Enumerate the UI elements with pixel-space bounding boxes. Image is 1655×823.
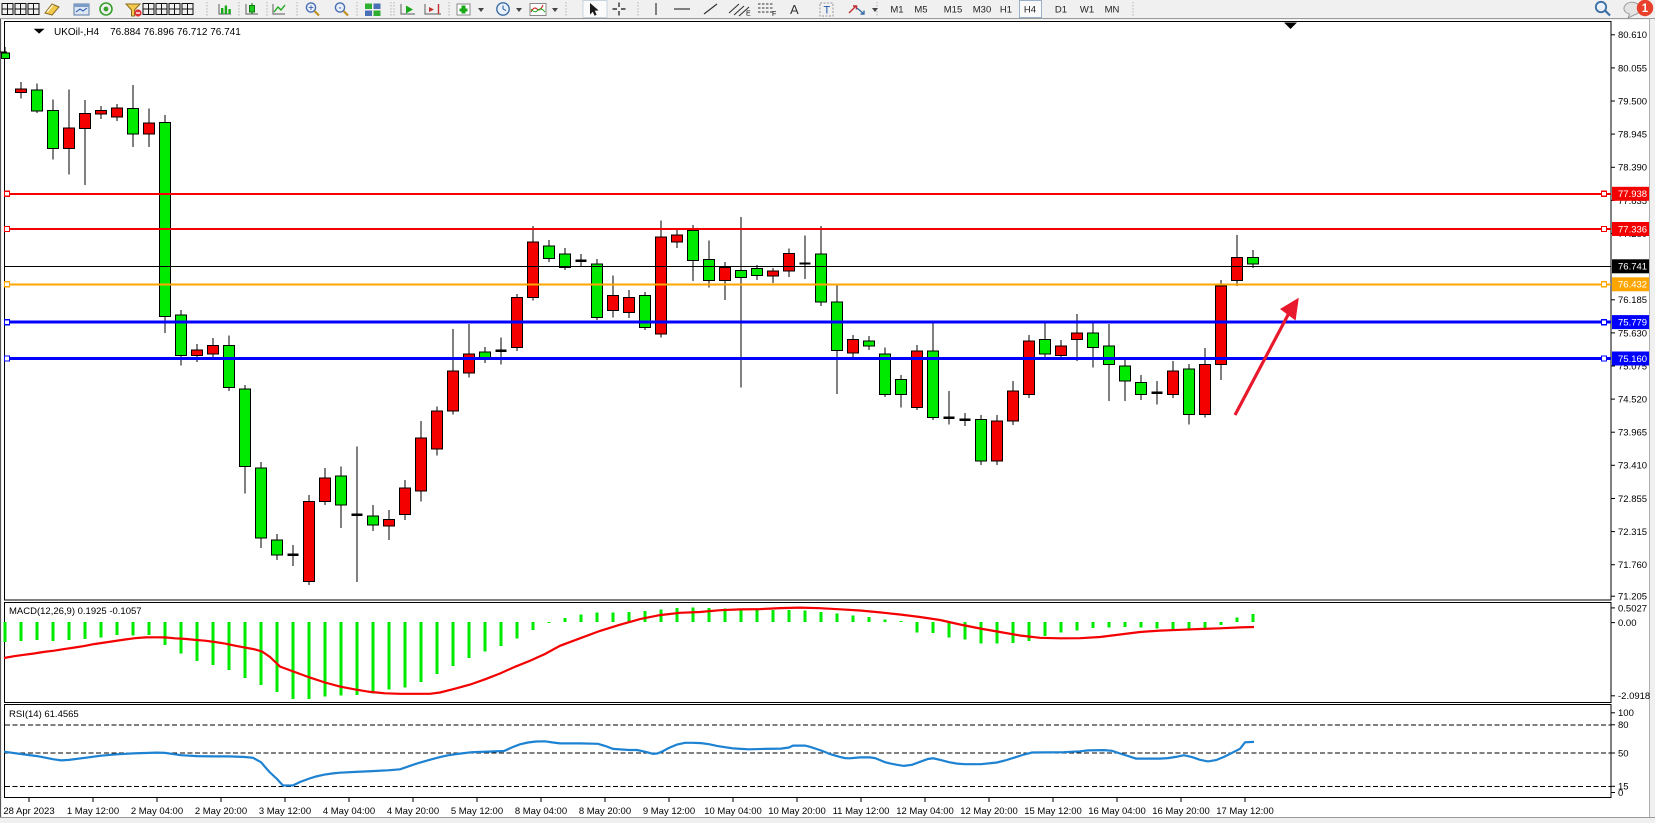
svg-text:78.390: 78.390 bbox=[1618, 163, 1647, 174]
svg-text:80.055: 80.055 bbox=[1618, 63, 1647, 74]
svg-text:W1: W1 bbox=[1080, 5, 1094, 16]
svg-text:100: 100 bbox=[1618, 708, 1634, 719]
svg-text:17 May 12:00: 17 May 12:00 bbox=[1216, 806, 1274, 817]
svg-text:0.5027: 0.5027 bbox=[1618, 603, 1647, 614]
svg-text:75.075: 75.075 bbox=[1618, 361, 1647, 372]
svg-text:28 Apr 2023: 28 Apr 2023 bbox=[3, 806, 54, 817]
svg-text:8 May 20:00: 8 May 20:00 bbox=[579, 806, 631, 817]
svg-text:72.315: 72.315 bbox=[1618, 527, 1647, 538]
svg-text:T: T bbox=[824, 5, 831, 17]
svg-text:73.410: 73.410 bbox=[1618, 461, 1647, 472]
svg-text:A: A bbox=[790, 2, 799, 17]
svg-text:15 May 12:00: 15 May 12:00 bbox=[1024, 806, 1082, 817]
svg-text:16 May 04:00: 16 May 04:00 bbox=[1088, 806, 1146, 817]
svg-text:76.741: 76.741 bbox=[1618, 262, 1647, 273]
svg-text:12 May 04:00: 12 May 04:00 bbox=[896, 806, 954, 817]
svg-text:0: 0 bbox=[1618, 788, 1623, 799]
svg-text:75.160: 75.160 bbox=[1618, 354, 1647, 365]
svg-text:2 May 04:00: 2 May 04:00 bbox=[131, 806, 183, 817]
svg-text:80: 80 bbox=[1618, 720, 1629, 731]
svg-text:8 May 04:00: 8 May 04:00 bbox=[515, 806, 567, 817]
svg-text:M1: M1 bbox=[890, 5, 903, 16]
svg-text:E: E bbox=[746, 11, 751, 18]
svg-text:H1: H1 bbox=[1000, 5, 1012, 16]
svg-text:-2.0918: -2.0918 bbox=[1618, 691, 1650, 702]
svg-text:M5: M5 bbox=[914, 5, 927, 16]
svg-text:UKOil-,H4 76.884 76.896 76.: UKOil-,H4 76.884 76.896 76.712 76.741 bbox=[54, 27, 241, 38]
svg-text:12 May 20:00: 12 May 20:00 bbox=[960, 806, 1018, 817]
svg-text:D1: D1 bbox=[1055, 5, 1067, 16]
svg-text:77.938: 77.938 bbox=[1618, 189, 1647, 200]
svg-text:0.00: 0.00 bbox=[1618, 618, 1637, 629]
svg-text:5 May 12:00: 5 May 12:00 bbox=[451, 806, 503, 817]
svg-text:75.779: 75.779 bbox=[1618, 318, 1647, 329]
svg-text:10 May 20:00: 10 May 20:00 bbox=[768, 806, 826, 817]
svg-text:2 May 20:00: 2 May 20:00 bbox=[195, 806, 247, 817]
svg-text:16 May 20:00: 16 May 20:00 bbox=[1152, 806, 1210, 817]
svg-text:M30: M30 bbox=[973, 5, 991, 16]
svg-text:76.432: 76.432 bbox=[1618, 280, 1647, 291]
svg-text:MACD(12,26,9) 0.1925 -0.1057: MACD(12,26,9) 0.1925 -0.1057 bbox=[9, 606, 142, 617]
svg-text:71.760: 71.760 bbox=[1618, 560, 1647, 571]
svg-text:4 May 04:00: 4 May 04:00 bbox=[323, 806, 375, 817]
svg-text:72.855: 72.855 bbox=[1618, 494, 1647, 505]
svg-text:77.835: 77.835 bbox=[1618, 196, 1647, 207]
svg-text:50: 50 bbox=[1618, 748, 1629, 759]
svg-text:80.610: 80.610 bbox=[1618, 30, 1647, 41]
svg-text:77.336: 77.336 bbox=[1618, 224, 1647, 235]
svg-text:M15: M15 bbox=[944, 5, 962, 16]
svg-text:4 May 20:00: 4 May 20:00 bbox=[387, 806, 439, 817]
svg-text:F: F bbox=[772, 11, 776, 18]
svg-text:79.500: 79.500 bbox=[1618, 96, 1647, 107]
svg-text:1 May 12:00: 1 May 12:00 bbox=[67, 806, 119, 817]
svg-text:74.520: 74.520 bbox=[1618, 395, 1647, 406]
svg-text:+: + bbox=[308, 3, 313, 13]
svg-text:10 May 04:00: 10 May 04:00 bbox=[704, 806, 762, 817]
svg-text:9 May 12:00: 9 May 12:00 bbox=[643, 806, 695, 817]
svg-text:73.965: 73.965 bbox=[1618, 428, 1647, 439]
svg-text:3 May 12:00: 3 May 12:00 bbox=[259, 806, 311, 817]
svg-text:-: - bbox=[339, 3, 342, 13]
svg-text:15: 15 bbox=[1618, 782, 1629, 793]
svg-text:78.945: 78.945 bbox=[1618, 130, 1647, 141]
svg-text:76.185: 76.185 bbox=[1618, 295, 1647, 306]
svg-text:H4: H4 bbox=[1024, 5, 1036, 16]
svg-text:RSI(14) 61.4565: RSI(14) 61.4565 bbox=[9, 709, 79, 720]
svg-text:75.630: 75.630 bbox=[1618, 328, 1647, 339]
svg-text:11 May 12:00: 11 May 12:00 bbox=[833, 806, 890, 817]
svg-text:MN: MN bbox=[1105, 5, 1120, 16]
svg-text:1: 1 bbox=[1642, 3, 1649, 15]
svg-text:71.205: 71.205 bbox=[1618, 592, 1647, 603]
